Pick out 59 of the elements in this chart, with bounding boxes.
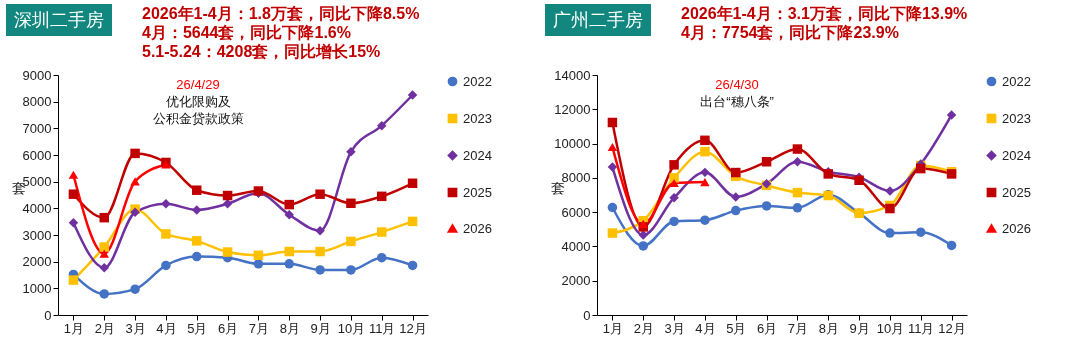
x-tick-label: 2月 bbox=[633, 320, 654, 336]
y-tick-label: 6000 bbox=[561, 204, 591, 220]
x-tick-label: 7月 bbox=[787, 320, 809, 336]
legend-label: 2022 bbox=[463, 73, 492, 89]
legend-label: 2023 bbox=[1002, 110, 1031, 126]
x-tick-label: 6月 bbox=[756, 320, 778, 336]
y-tick-label: 1000 bbox=[22, 280, 52, 296]
y-tick-label: 4000 bbox=[561, 238, 591, 254]
x-tick-label: 5月 bbox=[187, 320, 208, 336]
x-tick-label: 10月 bbox=[337, 320, 366, 336]
legend-label: 2025 bbox=[1002, 184, 1031, 200]
y-tick-label: 0 bbox=[583, 307, 591, 323]
y-tick-label: 2000 bbox=[22, 254, 52, 270]
y-tick-label: 8000 bbox=[22, 94, 52, 110]
x-tick-label: 8月 bbox=[279, 320, 300, 336]
y-tick-label: 10000 bbox=[554, 136, 591, 152]
x-tick-label: 3月 bbox=[125, 320, 146, 336]
y-tick-label: 3000 bbox=[22, 227, 52, 243]
y-tick-label: 7000 bbox=[22, 120, 52, 136]
legend-label: 2026 bbox=[1002, 220, 1031, 236]
chart-subtitle: 2026年1-4月：3.1万套，同比下降13.9% 4月：7754套，同比下降23.9% bbox=[681, 4, 968, 42]
chart-subtitle: 2026年1-4月：1.8万套，同比下降8.5% 4月：5644套，同比下降1.6% 5.1-5.24：4208套，同比增长15% bbox=[142, 4, 420, 61]
x-tick-label: 4月 bbox=[695, 320, 716, 336]
annotation: 出台“穗八条” bbox=[700, 94, 774, 109]
x-tick-label: 12月 bbox=[938, 320, 966, 336]
x-tick-label: 3月 bbox=[664, 320, 685, 336]
x-tick-label: 10月 bbox=[876, 320, 905, 336]
x-tick-label: 2月 bbox=[94, 320, 115, 336]
x-tick-label: 11月 bbox=[369, 320, 396, 336]
y-tick-label: 4000 bbox=[22, 200, 52, 216]
y-tick-label: 2000 bbox=[561, 273, 591, 289]
x-tick-label: 11月 bbox=[908, 320, 935, 336]
legend-label: 2025 bbox=[463, 184, 492, 200]
legend-label: 2024 bbox=[463, 147, 492, 163]
y-tick-label: 9000 bbox=[22, 67, 52, 83]
y-tick-label: 6000 bbox=[22, 147, 52, 163]
annotation: 优化限购及 bbox=[165, 94, 231, 109]
x-tick-label: 1月 bbox=[602, 320, 624, 336]
x-tick-label: 5月 bbox=[726, 320, 747, 336]
x-tick-label: 9月 bbox=[310, 320, 331, 336]
x-tick-label: 1月 bbox=[63, 320, 85, 336]
y-tick-label: 0 bbox=[44, 307, 52, 323]
legend-label: 2026 bbox=[463, 220, 492, 236]
legend-label: 2023 bbox=[463, 110, 492, 126]
x-tick-label: 7月 bbox=[248, 320, 270, 336]
annotation: 公积金贷款政策 bbox=[152, 111, 244, 126]
y-tick-label: 14000 bbox=[554, 67, 591, 83]
legend-label: 2022 bbox=[1002, 73, 1031, 89]
x-tick-label: 4月 bbox=[156, 320, 177, 336]
annotation: 26/4/30 bbox=[715, 77, 759, 92]
chart-title: 广州二手房 bbox=[545, 4, 651, 36]
x-tick-label: 6月 bbox=[217, 320, 239, 336]
x-tick-label: 8月 bbox=[818, 320, 839, 336]
x-tick-label: 9月 bbox=[849, 320, 870, 336]
y-tick-label: 12000 bbox=[554, 101, 591, 117]
chart-title: 深圳二手房 bbox=[6, 4, 112, 36]
legend-label: 2024 bbox=[1002, 147, 1031, 163]
annotation: 26/4/29 bbox=[176, 77, 220, 92]
x-tick-label: 12月 bbox=[399, 320, 427, 336]
